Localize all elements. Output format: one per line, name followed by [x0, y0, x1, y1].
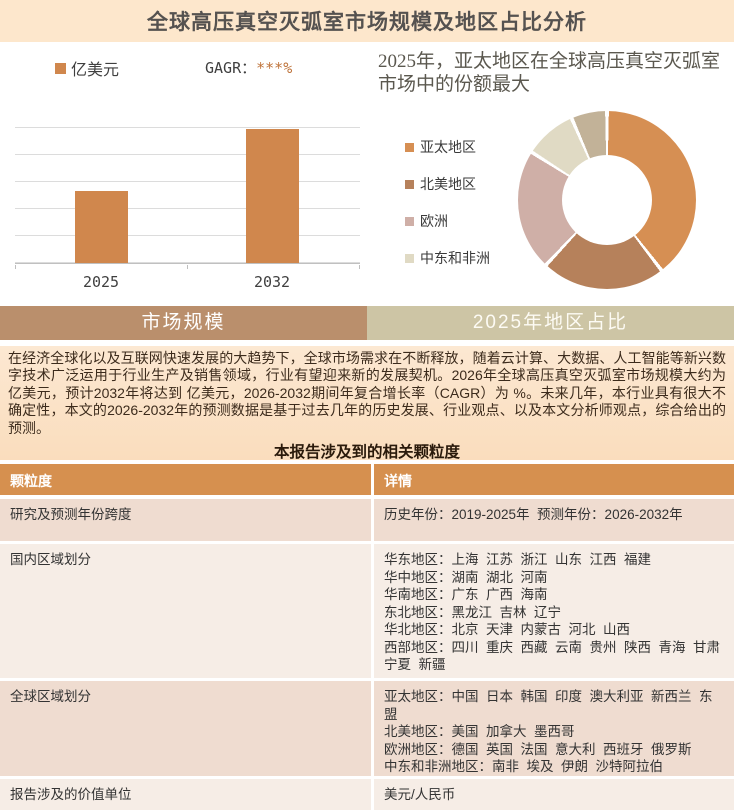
- charts-section: 亿美元 GAGR：***% 2025 2032 2025年，亚太地区在全球高压真…: [0, 42, 734, 306]
- row-label: 国内区域划分: [0, 544, 371, 678]
- legend-item-apac: 亚太地区: [405, 138, 509, 156]
- row-detail: 美元/人民币: [374, 778, 734, 810]
- summary-paragraph: 在经济全球化以及互联网快速发展的大趋势下，全球市场需求在不断释放，随着云计算、大…: [8, 350, 726, 436]
- table-header-row: 颗粒度 详情: [0, 464, 734, 495]
- bar-2032: [246, 128, 299, 263]
- legend-item-europe: 欧洲: [405, 212, 509, 230]
- legend-swatch-mea-icon: [405, 254, 414, 263]
- row-detail: 历史年份：2019-2025年 预测年份：2026-2032年: [374, 499, 734, 541]
- market-size-bar-chart: 亿美元 GAGR：***% 2025 2032: [0, 42, 374, 306]
- summary-section: 在经济全球化以及互联网快速发展的大趋势下，全球市场需求在不断释放，随着云计算、大…: [0, 346, 734, 462]
- legend-swatch-north-america-icon: [405, 180, 414, 189]
- donut-headline: 2025年，亚太地区在全球高压真空灭弧室市场中的份额最大: [378, 51, 721, 95]
- column-header-detail: 详情: [374, 464, 734, 495]
- section-header-market-size: 市场规模: [0, 306, 367, 340]
- table-row: 报告涉及的价值单位 美元/人民币: [0, 778, 734, 810]
- donut-hole: [562, 155, 652, 245]
- legend-item-mea: 中东和非洲: [405, 249, 509, 267]
- legend-swatch-apac-icon: [405, 143, 414, 152]
- bar-legend-swatch-icon: [55, 62, 66, 74]
- table-row: 研究及预测年份跨度 历史年份：2019-2025年 预测年份：2026-2032…: [0, 499, 734, 541]
- x-label-2032: 2032: [253, 273, 291, 291]
- bar-plot-area: [15, 102, 360, 264]
- granularity-section-title: 本报告涉及到的相关颗粒度: [273, 444, 460, 462]
- row-label: 报告涉及的价值单位: [0, 778, 371, 810]
- donut-legend: 亚太地区 北美地区 欧洲 中东和非洲: [405, 138, 509, 286]
- bar-legend-label: 亿美元: [71, 62, 120, 79]
- donut-chart: [518, 111, 696, 289]
- bar-chart-legend: 亿美元: [55, 56, 119, 80]
- x-label-2025: 2025: [82, 273, 120, 291]
- granularity-table: 颗粒度 详情 研究及预测年份跨度 历史年份：2019-2025年 预测年份：20…: [0, 464, 734, 810]
- cagr-annotation: GAGR：***%: [205, 57, 292, 78]
- row-detail: 华东地区：上海 江苏 浙江 山东 江西 福建 华中地区：湖南 湖北 河南 华南地…: [374, 544, 734, 678]
- table-row: 全球区域划分 亚太地区：中国 日本 韩国 印度 澳大利亚 新西兰 东盟 北美地区…: [0, 681, 734, 776]
- row-detail: 亚太地区：中国 日本 韩国 印度 澳大利亚 新西兰 东盟 北美地区：美国 加拿大…: [374, 681, 734, 776]
- section-header-band: 市场规模 2025年地区占比: [0, 306, 734, 340]
- page-title: 全球高压真空灭弧室市场规模及地区占比分析: [147, 10, 587, 34]
- row-label: 全球区域划分: [0, 681, 371, 776]
- region-share-donut-area: 2025年，亚太地区在全球高压真空灭弧室市场中的份额最大 亚太地区 北美地区 欧…: [374, 42, 734, 306]
- page-title-bar: 全球高压真空灭弧室市场规模及地区占比分析: [0, 0, 734, 42]
- row-label: 研究及预测年份跨度: [0, 499, 371, 541]
- cagr-label: GAGR：: [205, 59, 257, 77]
- section-header-region-share: 2025年地区占比: [367, 306, 734, 340]
- legend-swatch-europe-icon: [405, 217, 414, 226]
- column-header-granularity: 颗粒度: [0, 464, 371, 495]
- bar-2025: [75, 190, 128, 263]
- table-row: 国内区域划分 华东地区：上海 江苏 浙江 山东 江西 福建 华中地区：湖南 湖北…: [0, 544, 734, 678]
- cagr-masked-value: ***%: [256, 59, 293, 77]
- legend-item-north-america: 北美地区: [405, 175, 509, 193]
